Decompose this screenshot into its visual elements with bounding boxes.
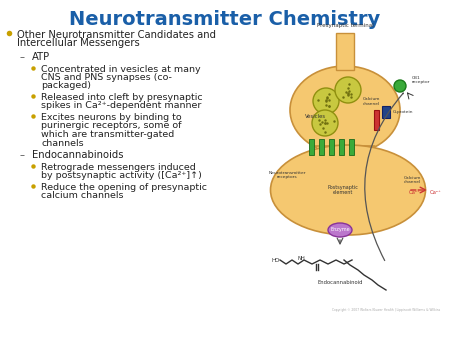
Text: Calcium
channel: Calcium channel xyxy=(362,97,380,106)
Polygon shape xyxy=(336,33,354,70)
Text: Calcium
channel: Calcium channel xyxy=(403,176,421,184)
Text: NH: NH xyxy=(297,256,305,261)
Text: –: – xyxy=(20,52,25,62)
Circle shape xyxy=(394,80,406,92)
Bar xyxy=(309,139,314,155)
Text: Intercellular Messengers: Intercellular Messengers xyxy=(17,39,140,48)
Text: Presynaptic terminal: Presynaptic terminal xyxy=(317,23,373,28)
Text: Postsynaptic
element: Postsynaptic element xyxy=(328,185,359,195)
Ellipse shape xyxy=(328,223,352,237)
Text: Other Neurotransmitter Candidates and: Other Neurotransmitter Candidates and xyxy=(17,30,216,40)
Text: G-protein: G-protein xyxy=(393,110,414,114)
Text: channels: channels xyxy=(41,139,84,147)
Text: which are transmitter-gated: which are transmitter-gated xyxy=(41,130,174,139)
Ellipse shape xyxy=(290,66,400,154)
Text: Endocannabinoids: Endocannabinoids xyxy=(32,150,123,160)
Text: by postsynaptic activity ([Ca²⁺]↑): by postsynaptic activity ([Ca²⁺]↑) xyxy=(41,171,202,180)
Bar xyxy=(329,139,334,155)
Text: Ca²⁺: Ca²⁺ xyxy=(430,190,442,195)
Text: packaged): packaged) xyxy=(41,81,91,91)
Text: Copyright © 2007 Wolters Kluwer Health | Lippincott Williams & Wilkins: Copyright © 2007 Wolters Kluwer Health |… xyxy=(332,308,440,312)
Text: –: – xyxy=(20,150,25,160)
Circle shape xyxy=(312,110,338,136)
Text: Neurotransmitter Chemistry: Neurotransmitter Chemistry xyxy=(69,10,381,29)
Text: Concentrated in vesicles at many: Concentrated in vesicles at many xyxy=(41,65,201,73)
Text: Reduce the opening of presynaptic: Reduce the opening of presynaptic xyxy=(41,183,207,192)
Text: Retrograde messengers induced: Retrograde messengers induced xyxy=(41,163,196,171)
Polygon shape xyxy=(315,146,375,168)
Bar xyxy=(349,139,354,155)
Text: Enzyme: Enzyme xyxy=(330,227,350,233)
Text: purinergic receptors, some of: purinergic receptors, some of xyxy=(41,121,181,130)
Text: spikes in Ca²⁺-dependent manner: spikes in Ca²⁺-dependent manner xyxy=(41,101,202,111)
Ellipse shape xyxy=(270,145,426,235)
Text: CNS and PNS synapses (co-: CNS and PNS synapses (co- xyxy=(41,73,172,82)
Text: Neurotransmitter
receptors: Neurotransmitter receptors xyxy=(268,171,306,179)
Text: Excites neurons by binding to: Excites neurons by binding to xyxy=(41,113,182,122)
Text: HO: HO xyxy=(272,258,280,263)
Text: CB1
receptor: CB1 receptor xyxy=(412,76,430,84)
Circle shape xyxy=(335,77,361,103)
FancyArrowPatch shape xyxy=(365,93,403,261)
Text: ATP: ATP xyxy=(32,52,50,62)
Circle shape xyxy=(313,88,339,114)
Bar xyxy=(339,139,344,155)
Text: Ca²⁺: Ca²⁺ xyxy=(409,190,421,195)
Text: Endocannabinoid: Endocannabinoid xyxy=(317,280,363,285)
Bar xyxy=(319,139,324,155)
Text: calcium channels: calcium channels xyxy=(41,191,123,200)
Bar xyxy=(374,110,379,130)
Text: Vesicles: Vesicles xyxy=(306,114,327,119)
Bar xyxy=(382,106,390,118)
Text: Released into cleft by presynaptic: Released into cleft by presynaptic xyxy=(41,93,202,102)
